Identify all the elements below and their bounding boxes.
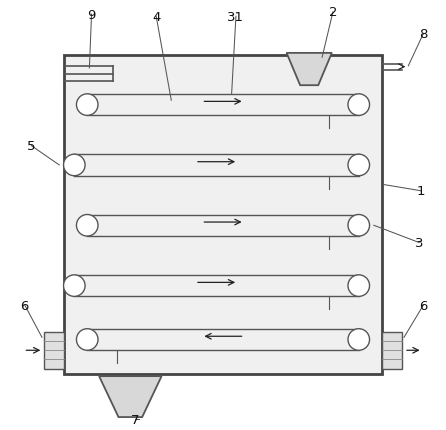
Polygon shape <box>99 376 161 417</box>
Circle shape <box>348 215 370 237</box>
Text: 4: 4 <box>152 11 161 24</box>
Circle shape <box>63 155 85 176</box>
Text: 9: 9 <box>87 9 96 22</box>
Text: 1: 1 <box>417 185 425 198</box>
Text: 3: 3 <box>415 237 423 249</box>
Circle shape <box>348 155 370 176</box>
Circle shape <box>76 95 98 116</box>
Bar <box>63 56 383 374</box>
Circle shape <box>348 329 370 350</box>
Circle shape <box>63 275 85 297</box>
Text: 5: 5 <box>27 140 35 153</box>
Text: 6: 6 <box>21 299 29 312</box>
Bar <box>44 332 63 369</box>
Bar <box>383 332 402 369</box>
Polygon shape <box>287 54 332 86</box>
Text: 6: 6 <box>419 299 428 312</box>
Text: 7: 7 <box>130 413 139 426</box>
Circle shape <box>76 329 98 350</box>
Text: 8: 8 <box>419 28 428 41</box>
Circle shape <box>348 275 370 297</box>
Text: 2: 2 <box>329 6 337 19</box>
Circle shape <box>76 215 98 237</box>
Text: 31: 31 <box>227 11 244 24</box>
Circle shape <box>348 95 370 116</box>
